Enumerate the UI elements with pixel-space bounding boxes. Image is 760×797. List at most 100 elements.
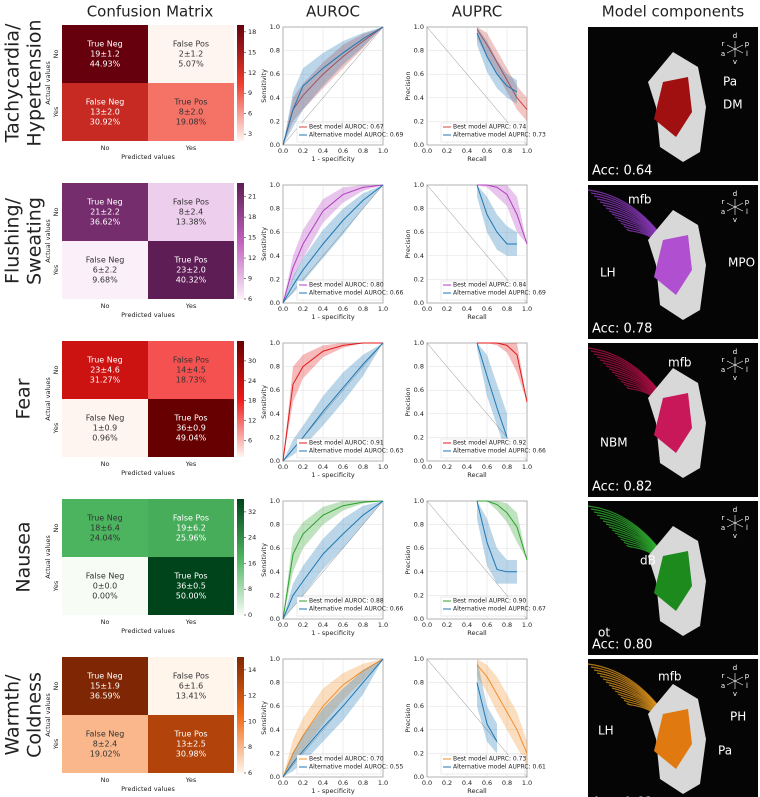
x-axis-label: Recall — [467, 155, 487, 163]
cell-name: False Neg — [86, 256, 125, 265]
x-tick-label: 1.0 — [378, 779, 388, 787]
cell-name: True Neg — [86, 356, 123, 365]
y-tick-label: 1.0 — [414, 497, 424, 505]
y-tick-label: 0.8 — [270, 521, 280, 529]
heatmap-cell — [62, 657, 148, 715]
curve — [476, 500, 517, 573]
x-tick-label: 1.0 — [378, 305, 388, 313]
accuracy: Acc: 0.64 — [592, 164, 652, 179]
y-tick-label: 1.0 — [270, 23, 280, 31]
orientation-label: r — [722, 40, 725, 48]
row-label: Coldness — [24, 672, 46, 758]
x-category: Yes — [185, 776, 197, 784]
orientation-label: v — [733, 374, 737, 382]
y-tick-label: 0.4 — [414, 252, 424, 260]
y-axis-label: Actual values — [44, 377, 52, 421]
component-label: LH — [598, 724, 614, 738]
cell-percent: 13.41% — [176, 692, 207, 701]
y-tick-label: 0.0 — [414, 615, 424, 623]
cell-value: 23±4.6 — [90, 366, 120, 375]
cell-percent: 5.07% — [178, 60, 204, 69]
y-tick-label: 1.0 — [270, 181, 280, 189]
cell-value: 18±6.4 — [90, 524, 120, 533]
component-label: ot — [598, 626, 610, 640]
colorbar-tick-label: 18 — [248, 28, 256, 36]
orientation-label: l — [746, 524, 748, 532]
x-tick-label: 0.2 — [442, 779, 452, 787]
y-tick-label: 0.6 — [414, 702, 424, 710]
x-axis-label: Recall — [467, 787, 487, 795]
colorbar-tick-label: 24 — [248, 534, 256, 542]
y-axis-label: Actual values — [44, 535, 52, 579]
confidence-band — [283, 501, 383, 619]
x-category: No — [101, 776, 110, 784]
x-tick-label: 0.4 — [462, 305, 472, 313]
orientation-label: a — [721, 50, 725, 58]
x-category: No — [101, 144, 110, 152]
y-category: Yes — [52, 422, 60, 434]
y-category: Yes — [52, 738, 60, 750]
y-axis-label: Actual values — [44, 219, 52, 263]
legend-label: Alternative model AUPRC: 0.73 — [453, 132, 546, 139]
cell-name: True Pos — [173, 98, 207, 107]
cell-value: 36±0.5 — [176, 582, 206, 591]
cell-value: 21±2.2 — [90, 208, 120, 217]
cell-name: True Pos — [173, 256, 207, 265]
x-tick-label: 0.0 — [278, 147, 288, 155]
x-category: No — [101, 460, 110, 468]
confidence-band — [283, 343, 383, 461]
legend-label: Alternative model AUPRC: 0.69 — [453, 290, 546, 297]
legend-box — [440, 596, 526, 617]
x-tick-label: 0.8 — [502, 463, 512, 471]
x-tick-label: 0.2 — [298, 305, 308, 313]
y-tick-label: 0.6 — [414, 544, 424, 552]
cell-name: True Pos — [173, 730, 207, 739]
x-tick-label: 0.8 — [358, 305, 368, 313]
y-axis-label: Sensitivity — [260, 701, 268, 735]
x-tick-label: 0.6 — [338, 147, 348, 155]
x-tick-label: 0.8 — [358, 779, 368, 787]
heatmap-cell — [148, 183, 234, 241]
y-tick-label: 0.0 — [414, 141, 424, 149]
heatmap-cell — [62, 715, 148, 773]
cell-percent: 36.59% — [90, 692, 121, 701]
y-tick-label: 0.8 — [270, 47, 280, 55]
y-tick-label: 0.4 — [414, 410, 424, 418]
orientation-label: p — [745, 40, 750, 48]
x-tick-label: 0.8 — [502, 147, 512, 155]
x-axis-label: Predicted values — [121, 785, 175, 793]
x-tick-label: 0.8 — [358, 463, 368, 471]
x-tick-label: 0.4 — [318, 779, 328, 787]
accuracy: Acc: 0.68 — [592, 796, 652, 797]
y-category: No — [52, 524, 60, 533]
y-tick-label: 0.6 — [270, 702, 280, 710]
x-axis-label: Recall — [467, 629, 487, 637]
x-tick-label: 0.8 — [358, 621, 368, 629]
y-tick-label: 0.6 — [270, 386, 280, 394]
x-tick-label: 0.0 — [278, 621, 288, 629]
component-label: dB — [640, 554, 656, 568]
colorbar-tick-label: 6 — [248, 295, 252, 303]
x-tick-label: 0.8 — [502, 779, 512, 787]
y-tick-label: 0.0 — [270, 615, 280, 623]
y-tick-label: 0.2 — [270, 749, 280, 757]
confidence-band — [477, 659, 497, 754]
component-label: mfb — [658, 670, 682, 684]
cell-name: True Pos — [173, 414, 207, 423]
cell-value: 23±2.0 — [176, 266, 206, 275]
curve — [476, 342, 508, 438]
y-tick-label: 1.0 — [414, 339, 424, 347]
cell-value: 0±0.0 — [93, 582, 118, 591]
cell-percent: 0.96% — [92, 434, 118, 443]
cell-name: False Pos — [173, 198, 209, 207]
orientation-label: l — [746, 208, 748, 216]
x-tick-label: 0.0 — [422, 463, 432, 471]
colorbar-tick-label: 8 — [248, 743, 252, 751]
heatmap-cell — [148, 25, 234, 83]
curve — [282, 500, 384, 620]
curve — [282, 184, 384, 304]
x-axis-label: Recall — [467, 313, 487, 321]
y-tick-label: 1.0 — [270, 339, 280, 347]
y-tick-label: 0.2 — [270, 275, 280, 283]
confidence-band — [477, 27, 527, 122]
